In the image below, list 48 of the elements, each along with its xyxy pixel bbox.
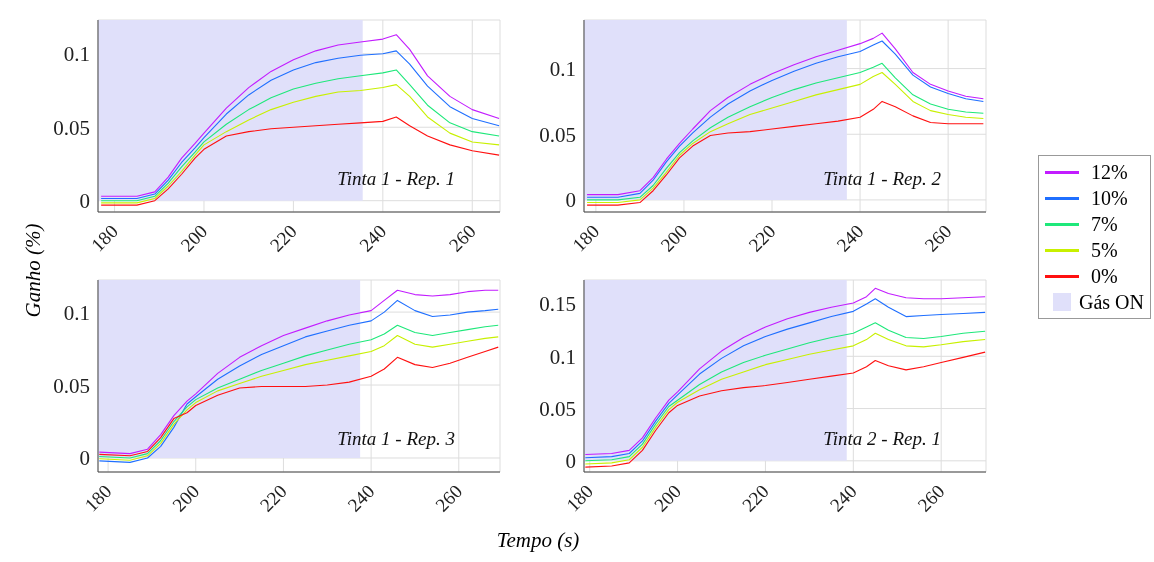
annotation: Tinta 1 - Rep. 3	[337, 428, 455, 450]
x-tick-label: 180	[86, 220, 122, 256]
x-tick-label: 260	[920, 220, 956, 256]
x-tick-label: 220	[265, 220, 301, 256]
x-tick-label: 260	[913, 480, 949, 516]
y-tick-label: 0	[79, 446, 90, 471]
y-tick-label: 0	[79, 189, 90, 214]
line-series	[586, 100, 984, 206]
x-tick-label: 220	[255, 480, 291, 516]
legend-label: 5%	[1091, 238, 1118, 262]
legend-label: 0%	[1091, 264, 1118, 288]
y-tick-label: 0.1	[549, 57, 576, 82]
x-tick-label: 260	[431, 480, 467, 516]
y-tick-label: 0.05	[539, 122, 576, 147]
y-tick-label: 0	[565, 188, 576, 213]
legend-label: Gás ON	[1079, 290, 1144, 314]
y-tick-label: 0.05	[539, 397, 576, 422]
y-tick-label: 0.1	[63, 42, 90, 67]
line-series	[100, 116, 500, 206]
x-tick-label: 180	[80, 480, 116, 516]
x-tick-label: 240	[832, 220, 868, 256]
line-series	[584, 351, 986, 468]
annotation: Tinta 1 - Rep. 2	[823, 168, 941, 190]
legend-label: 7%	[1091, 212, 1118, 236]
x-tick-label: 200	[650, 480, 685, 516]
x-axis-title: Tempo (s)	[495, 528, 581, 553]
x-tick-label: 180	[562, 480, 598, 516]
y-tick-label: 0.15	[539, 292, 576, 317]
x-tick-label: 180	[568, 220, 604, 256]
x-tick-label: 220	[737, 480, 773, 516]
y-tick-label: 0.05	[53, 373, 90, 398]
x-tick-label: 260	[444, 220, 480, 256]
y-tick-label: 0.1	[549, 344, 576, 369]
legend-label: 12%	[1091, 160, 1128, 184]
y-tick-label: 0.1	[63, 300, 90, 325]
legend-label: 10%	[1091, 186, 1128, 210]
x-tick-label: 200	[176, 220, 212, 256]
x-tick-label: 200	[168, 480, 204, 516]
x-tick-label: 240	[825, 480, 861, 516]
x-tick-label: 200	[656, 220, 692, 256]
annotation: Tinta 1 - Rep. 1	[337, 168, 455, 190]
annotation: Tinta 2 - Rep. 1	[823, 428, 941, 450]
x-tick-label: 240	[355, 220, 391, 256]
x-tick-label: 240	[343, 480, 379, 516]
y-tick-label: 0	[565, 449, 576, 474]
y-tick-label: 0.05	[53, 115, 90, 140]
y-axis-title: Ganho (%)	[20, 222, 46, 320]
x-tick-label: 220	[744, 220, 780, 256]
